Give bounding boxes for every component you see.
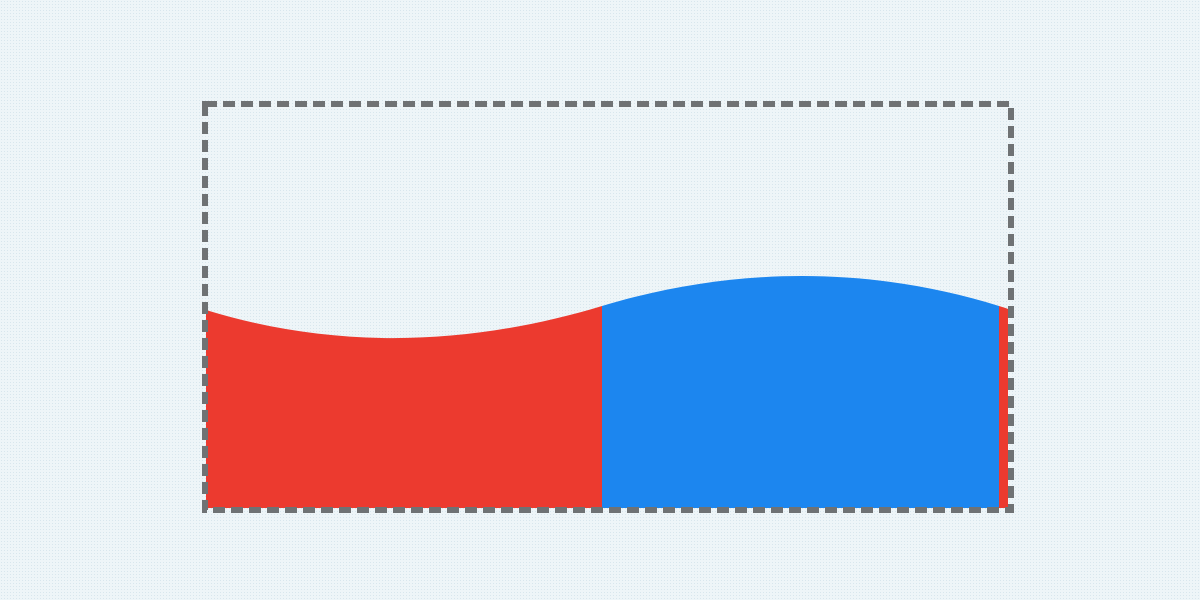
edge-wave-sliver — [999, 306, 1008, 508]
right-wave-segment — [602, 276, 999, 508]
left-wave-segment — [206, 306, 602, 508]
dashed-frame — [202, 101, 1014, 513]
